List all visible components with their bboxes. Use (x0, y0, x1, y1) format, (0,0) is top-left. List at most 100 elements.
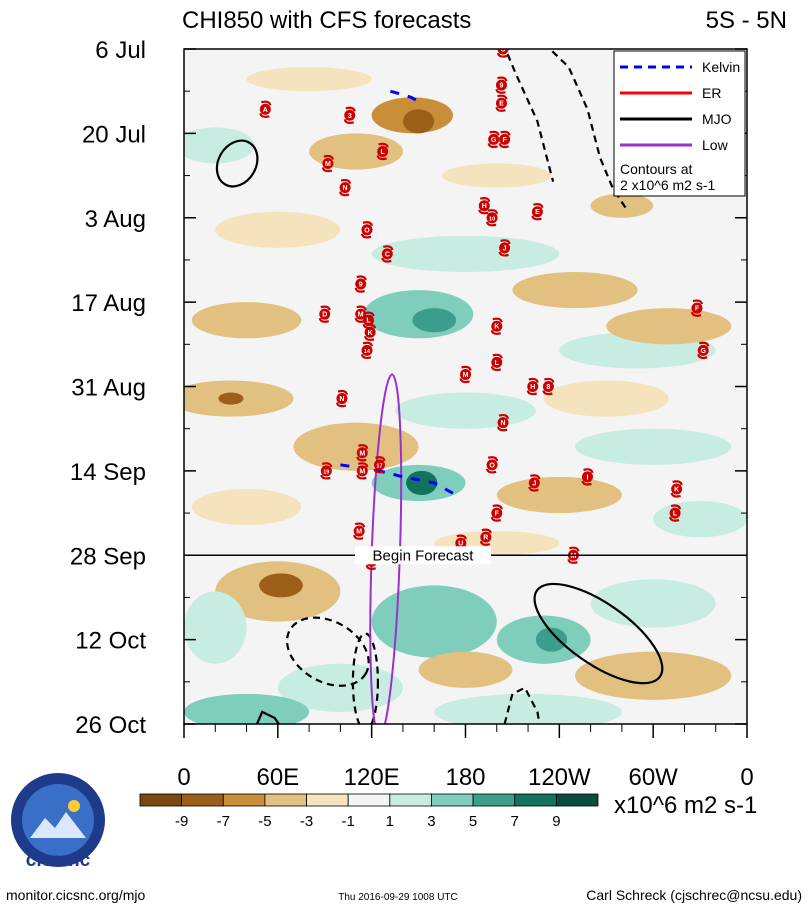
anomaly-blob-32 (535, 627, 568, 652)
storm-swirl-26 (459, 365, 472, 384)
storm-label-23: F (695, 306, 700, 313)
storm-label-33: M (359, 468, 365, 475)
storm-label-19: L (366, 318, 371, 325)
storm-label-36: J (532, 480, 536, 487)
storm-icon-24 (697, 344, 709, 356)
storm-marker-15: J (498, 239, 511, 257)
storm-icon-37 (581, 471, 593, 483)
storm-swirl-14 (381, 245, 394, 263)
colorbar-label-8: 7 (511, 813, 519, 830)
x-tick-label-4: 120W (528, 764, 591, 791)
storm-marker-10: H (478, 197, 491, 215)
anomaly-blob-2 (246, 67, 372, 92)
colorbar-label-6: 3 (427, 813, 435, 830)
anomaly-blob-30 (371, 585, 497, 658)
storm-marker-14: C (381, 245, 394, 263)
storm-label-24: G (700, 348, 706, 355)
storm-swirl-3 (376, 142, 389, 161)
storm-label-6: 9 (500, 83, 504, 90)
anomaly-blob-11 (412, 308, 457, 333)
storm-swirl-37 (581, 468, 594, 486)
storm-swirl-39 (490, 504, 503, 522)
storm-marker-11: 10 (486, 209, 499, 227)
storm-icon-33 (356, 465, 368, 477)
anomaly-blob-33 (590, 579, 716, 628)
storm-label-21: 14 (364, 349, 371, 355)
anomaly-blob-1 (402, 109, 435, 134)
storm-swirl-24 (697, 341, 710, 360)
storm-marker-16: 9 (354, 275, 367, 293)
storm-icon-17 (319, 308, 331, 320)
colorbar-label-4: -1 (342, 813, 355, 830)
storm-marker-29: N (335, 389, 349, 408)
storm-marker-27: H (526, 377, 539, 396)
colorbar-label-3: -3 (300, 813, 313, 830)
storm-label-28: 8 (546, 384, 550, 391)
storm-marker-9: F (498, 130, 511, 149)
storm-swirl-34 (373, 456, 386, 474)
legend-note-line2: 2 x10^6 m2 s-1 (620, 177, 715, 193)
storm-icon-2 (322, 158, 334, 170)
storm-icon-36 (528, 477, 540, 489)
anomaly-blob-20 (574, 428, 732, 465)
storm-marker-12: E (531, 203, 544, 221)
storm-swirl-25 (490, 353, 503, 372)
anomaly-blob-22 (406, 470, 438, 495)
legend-note-line1: Contours at (620, 161, 692, 177)
anomaly-blob-38 (184, 693, 310, 724)
storm-label-9: F (502, 137, 507, 144)
storm-label-31: M (359, 450, 365, 457)
anomaly-blob-14 (606, 308, 732, 345)
storm-icon-13 (361, 224, 373, 236)
storm-label-2: M (325, 161, 331, 168)
storm-swirl-35 (486, 456, 499, 474)
storm-label-30: N (501, 420, 506, 427)
storm-marker-13: O (360, 221, 374, 239)
storm-label-26: M (463, 372, 469, 379)
storm-marker-39: F (490, 504, 503, 522)
anomaly-blob-3 (309, 133, 403, 170)
storm-marker-1: 3 (343, 106, 356, 124)
colorbar-bin-7 (431, 793, 474, 807)
storm-icon-18 (355, 308, 367, 320)
storm-swirl-12 (531, 203, 544, 221)
colorbar-label-2: -5 (258, 813, 271, 830)
storm-icon-30 (497, 417, 509, 429)
storm-marker-31: M (356, 444, 369, 462)
storm-swirl-11 (486, 209, 499, 227)
storm-label-12: E (535, 209, 540, 216)
legend-low-label: Low (702, 137, 729, 153)
storm-swirl-32 (320, 462, 333, 480)
storm-icon-22 (491, 320, 503, 332)
y-tick-label-2: 3 Aug (85, 206, 146, 233)
storm-marker-25: L (490, 353, 503, 372)
colorbar-bin-4 (306, 793, 349, 807)
storm-swirl-10 (478, 197, 491, 215)
storm-label-5: G (500, 47, 506, 54)
anomaly-blob-12 (191, 302, 302, 339)
y-axis: 6 Jul 20 Jul 3 Aug 17 Aug 31 Aug 14 Sep 28 Sep… (70, 37, 747, 739)
storm-icon-41 (353, 525, 365, 537)
logo-mountains (30, 812, 86, 838)
storm-swirl-4 (339, 178, 352, 197)
anomaly-blob-5 (442, 163, 552, 188)
storm-icon-34 (373, 459, 385, 471)
storm-marker-43: R (479, 528, 492, 546)
storm-swirl-20 (364, 323, 377, 341)
storm-label-42: U (458, 541, 463, 548)
y-tick-label-3: 17 Aug (71, 290, 146, 317)
storm-label-38: K (674, 486, 679, 493)
storm-marker-17: D (318, 305, 331, 323)
colorbar-label-5: 1 (386, 813, 394, 830)
y-tick-label-0: 6 Jul (95, 37, 146, 64)
anomaly-blob-28 (259, 573, 303, 598)
storm-icon-25 (491, 356, 503, 368)
storm-label-11: 10 (489, 216, 495, 222)
storm-marker-20: K (364, 323, 377, 341)
storm-marker-18: M (354, 305, 367, 323)
storm-icon-29 (336, 393, 348, 405)
colorbar: -9 -7 -5 -3 -1 1 3 5 7 9 (139, 793, 599, 830)
storm-swirl-16 (354, 275, 367, 293)
y-tick-label-6: 28 Sep (70, 543, 146, 570)
anomaly-blob-9 (512, 271, 638, 309)
